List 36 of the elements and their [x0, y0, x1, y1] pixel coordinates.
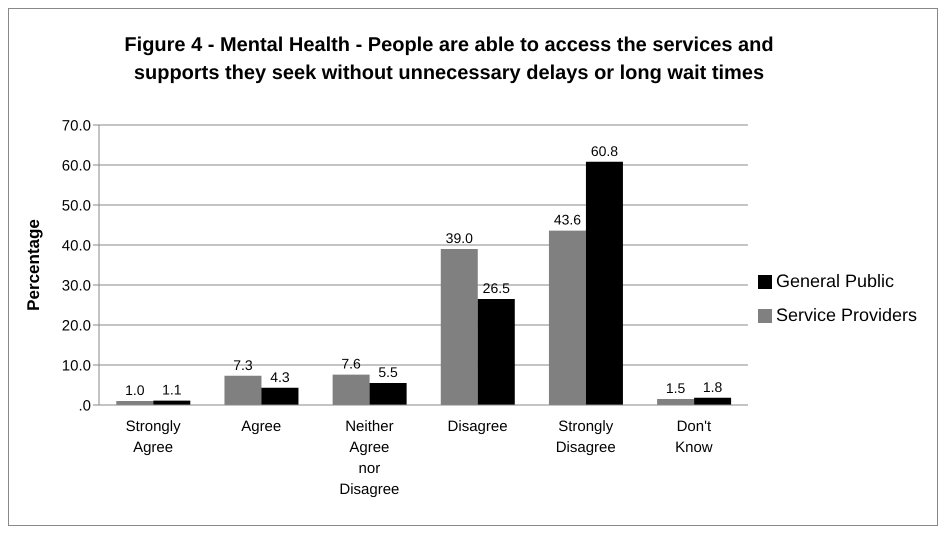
data-label: 39.0 [446, 230, 474, 246]
y-tick-label: 60.0 [62, 157, 91, 174]
data-label: 43.6 [554, 212, 582, 228]
y-tick-label: 40.0 [62, 237, 91, 254]
x-tick-label: Strongly Agree [126, 418, 182, 456]
bar [370, 383, 407, 405]
data-label: 7.6 [341, 356, 362, 372]
data-label: 1.1 [162, 382, 182, 398]
y-tick-label: 30.0 [62, 277, 91, 294]
y-tick-label: 50.0 [62, 197, 91, 214]
data-label: 26.5 [482, 280, 510, 296]
x-tick-label: Don't Know [675, 418, 713, 456]
bar [261, 388, 298, 405]
x-tick-label: Agree [241, 418, 282, 435]
bar [694, 398, 732, 405]
bar [153, 400, 190, 405]
data-label: 60.8 [590, 142, 618, 159]
x-tick-label: Neither Agree nor Disagree [339, 418, 400, 498]
data-label: 5.5 [378, 364, 398, 380]
data-label: 4.3 [270, 368, 290, 385]
y-tick-label: 20.0 [62, 317, 91, 334]
data-label: 1.0 [125, 382, 145, 398]
y-axis-title: Percentage [24, 219, 44, 311]
bar [586, 162, 623, 405]
legend-label: General Public [776, 271, 894, 291]
x-tick-label: Strongly Disagree [556, 418, 616, 456]
bar [478, 299, 515, 405]
y-tick-label: .0 [78, 397, 91, 414]
x-tick-label: Disagree [448, 418, 508, 435]
y-tick-label: 70.0 [62, 117, 91, 134]
data-label: 1.5 [666, 380, 686, 396]
chart-title: Figure 4 - Mental Health - People are able to access the services and supports they seek without unnecessary delays or long wait times [123, 33, 775, 86]
data-label: 1.8 [702, 378, 723, 395]
data-label: 7.3 [233, 356, 253, 373]
y-tick-label: 10.0 [62, 357, 91, 374]
legend-label: Service Providers [776, 305, 917, 325]
